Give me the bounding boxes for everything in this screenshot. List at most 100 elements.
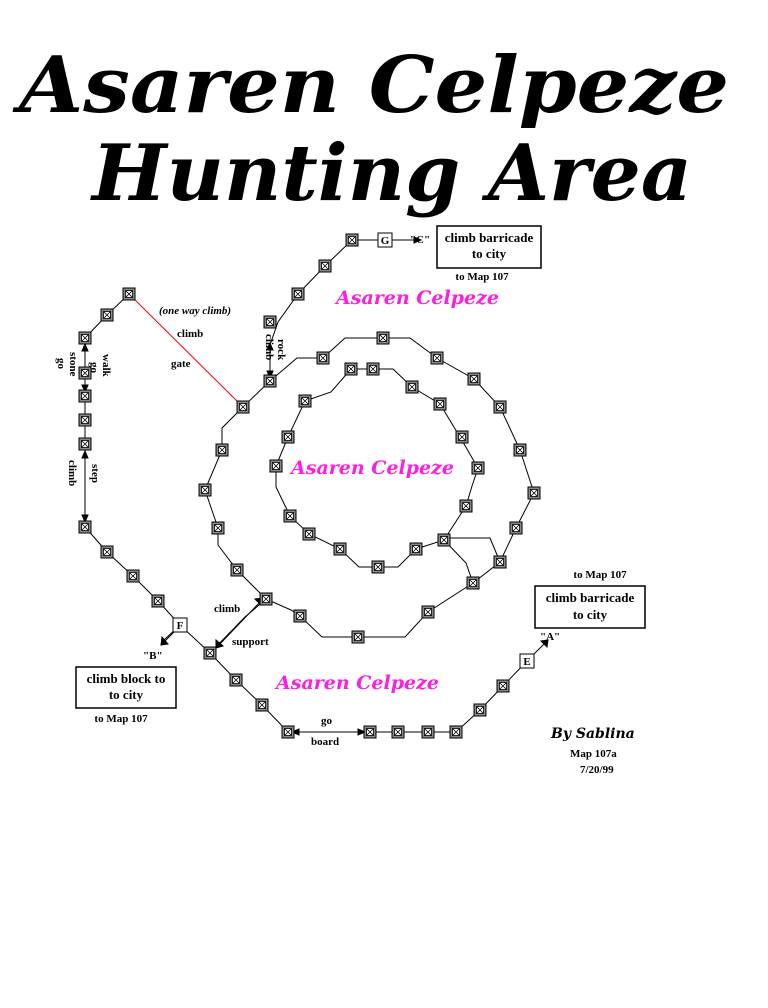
room-marker[interactable] <box>391 725 405 739</box>
room-marker[interactable] <box>298 394 312 408</box>
room-marker[interactable] <box>345 233 359 247</box>
exit-box-right: to Map 107 climb barricade to city <box>534 569 646 629</box>
room-marker[interactable] <box>316 351 330 365</box>
room-marker[interactable] <box>283 509 297 523</box>
room-marker[interactable] <box>493 555 507 569</box>
room-marker[interactable] <box>449 725 463 739</box>
room-marker[interactable] <box>269 459 283 473</box>
room-marker[interactable] <box>421 605 435 619</box>
go-stone-label-2: stone <box>67 352 79 377</box>
room-marker[interactable] <box>371 560 385 574</box>
room-marker[interactable] <box>78 413 92 427</box>
room-marker[interactable] <box>433 397 447 411</box>
go-board-label-2: board <box>311 736 339 748</box>
room-marker[interactable] <box>509 521 523 535</box>
room-marker[interactable] <box>215 443 229 457</box>
climb-gate-label-2: gate <box>171 358 191 370</box>
room-marker[interactable] <box>318 259 332 273</box>
room-marker[interactable] <box>455 430 469 444</box>
climb-rock-label-1: climb <box>263 334 275 360</box>
exit-box-left: climb block to to city to Map 107 <box>75 666 177 725</box>
room-marker[interactable] <box>151 594 165 608</box>
exit-box-right-line1: climb barricade <box>546 590 635 605</box>
room-marker[interactable] <box>459 499 473 513</box>
room-marker[interactable] <box>471 461 485 475</box>
room-marker[interactable] <box>263 315 277 329</box>
room-marker[interactable] <box>281 430 295 444</box>
room-marker[interactable] <box>126 569 140 583</box>
climb-support-label-1: climb <box>214 603 240 615</box>
room-marker[interactable] <box>366 362 380 376</box>
go-stone-label-1: go <box>55 358 67 370</box>
go-board-label-1: go <box>321 715 333 727</box>
room-marker[interactable] <box>100 308 114 322</box>
exit-marker-a: "A" <box>540 631 560 643</box>
area-label-center: Asaren Celpeze <box>289 457 454 479</box>
room-marker[interactable] <box>473 703 487 717</box>
exit-box-top: climb barricade to city to Map 107 <box>436 225 542 283</box>
room-marker[interactable] <box>122 287 136 301</box>
room-g-label: G <box>381 235 390 247</box>
room-marker[interactable] <box>198 483 212 497</box>
room-marker[interactable] <box>211 521 225 535</box>
room-marker[interactable] <box>467 372 481 386</box>
room-marker[interactable] <box>78 389 92 403</box>
room-marker[interactable] <box>78 331 92 345</box>
room-marker[interactable] <box>263 374 277 388</box>
room-marker[interactable] <box>203 646 217 660</box>
climb-support-label-2: support <box>232 636 269 648</box>
room-marker[interactable] <box>405 380 419 394</box>
room-marker[interactable] <box>230 563 244 577</box>
exit-box-left-mapref: to Map 107 <box>94 713 148 725</box>
room-marker[interactable] <box>513 443 527 457</box>
exit-box-right-line2: to city <box>573 607 608 622</box>
room-marker[interactable] <box>255 698 269 712</box>
room-marker[interactable] <box>293 609 307 623</box>
room-marker[interactable] <box>302 527 316 541</box>
one-way-climb-line <box>128 293 244 408</box>
go-walk-label-2: walk <box>100 354 112 378</box>
room-marker[interactable] <box>466 576 480 590</box>
room-marker[interactable] <box>100 545 114 559</box>
climb-rock-label-2: rock <box>275 339 287 361</box>
room-marker[interactable] <box>493 400 507 414</box>
go-walk-label-1: go <box>88 362 100 374</box>
room-marker[interactable] <box>259 592 273 606</box>
room-marker[interactable] <box>430 351 444 365</box>
room-marker[interactable] <box>437 533 451 547</box>
room-marker[interactable] <box>409 542 423 556</box>
exit-box-left-line1: climb block to <box>87 671 166 686</box>
room-marker[interactable] <box>333 542 347 556</box>
area-label-bottom: Asaren Celpeze <box>274 672 439 694</box>
climb-step-label-1: climb <box>66 460 78 486</box>
room-marker[interactable] <box>527 486 541 500</box>
exit-marker-c: "C" <box>410 234 430 246</box>
room-marker[interactable] <box>351 630 365 644</box>
room-marker[interactable] <box>496 679 510 693</box>
room-marker[interactable] <box>229 673 243 687</box>
one-way-label: (one way climb) <box>159 305 231 317</box>
room-marker[interactable] <box>363 725 377 739</box>
room-marker[interactable] <box>281 725 295 739</box>
room-f[interactable]: F <box>172 617 188 633</box>
room-marker[interactable] <box>78 520 92 534</box>
exit-box-top-line1: climb barricade <box>445 230 534 245</box>
room-e-label: E <box>523 656 530 668</box>
room-marker[interactable] <box>291 287 305 301</box>
room-marker[interactable] <box>78 366 92 380</box>
exit-box-top-line2: to city <box>472 246 507 261</box>
room-marker[interactable] <box>344 362 358 376</box>
room-e[interactable]: E <box>519 653 535 669</box>
room-marker[interactable] <box>78 437 92 451</box>
room-f-label: F <box>177 620 184 632</box>
title-line-2: Hunting Area <box>90 128 692 219</box>
exit-box-right-mapref: to Map 107 <box>573 569 627 581</box>
room-marker[interactable] <box>376 331 390 345</box>
room-g[interactable]: G <box>377 232 393 248</box>
title-line-1: Asaren Celpeze <box>12 40 729 131</box>
climb-gate-label-1: climb <box>177 328 203 340</box>
room-marker[interactable] <box>236 400 250 414</box>
rooms-layer <box>78 233 541 739</box>
author-signature: By Sablina <box>550 726 635 742</box>
room-marker[interactable] <box>421 725 435 739</box>
